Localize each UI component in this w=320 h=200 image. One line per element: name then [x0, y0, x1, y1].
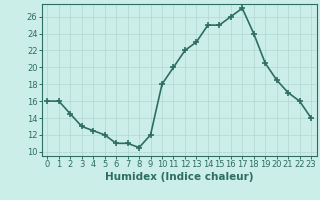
X-axis label: Humidex (Indice chaleur): Humidex (Indice chaleur)	[105, 172, 253, 182]
